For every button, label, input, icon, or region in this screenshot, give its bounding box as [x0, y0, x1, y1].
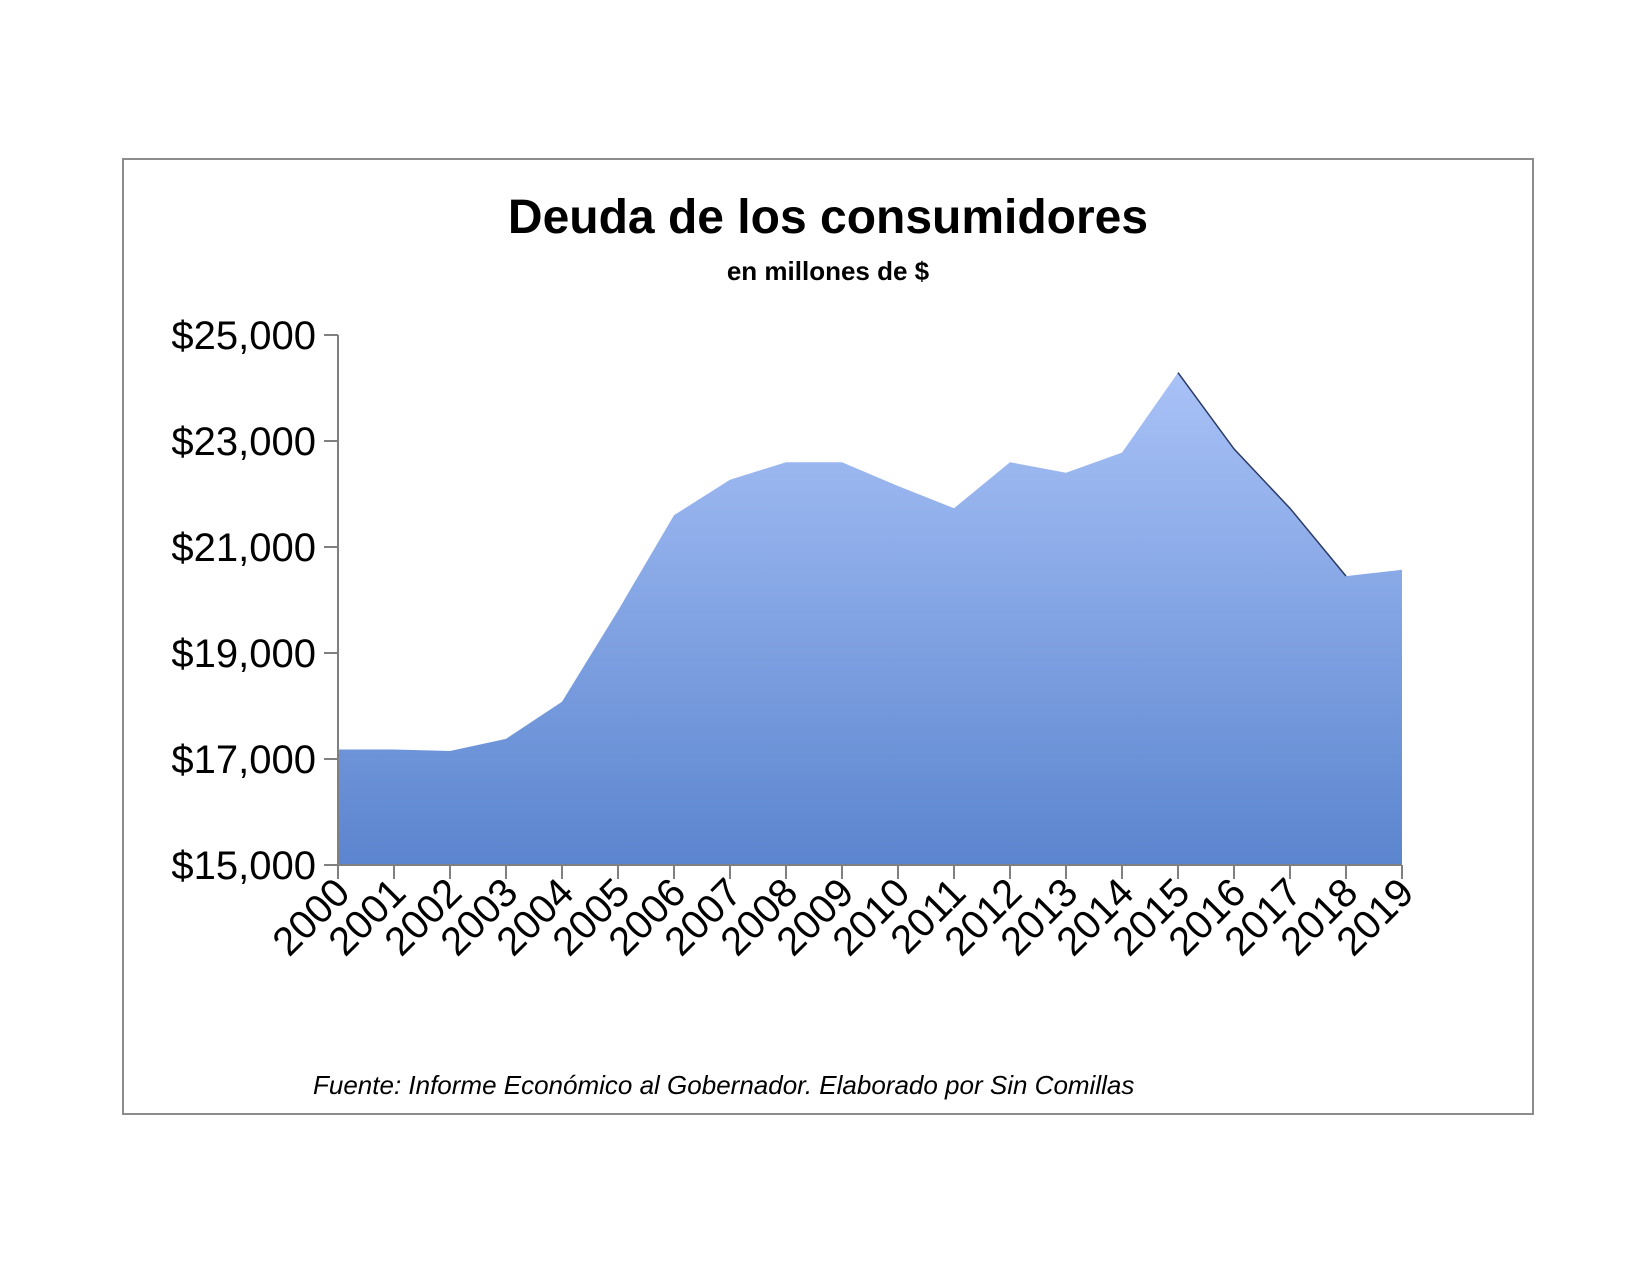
area-chart: $15,000 $17,000 $19,000 $21,000 $23,000 $25,0… [171, 314, 1422, 964]
y-tick-label: $25,000 [171, 314, 316, 358]
area-edge-line [1177, 372, 1347, 577]
y-tick-label: $19,000 [171, 632, 316, 676]
chart-frame: Deuda de los consumidores en millones de… [122, 158, 1534, 1115]
chart-title: Deuda de los consumidores [507, 191, 1149, 244]
y-tick-label: $23,000 [171, 420, 316, 464]
y-tick-label: $21,000 [171, 526, 316, 570]
y-tick-label: $15,000 [171, 844, 316, 888]
y-tick-label: $17,000 [171, 738, 316, 782]
chart-source-note: Fuente: Informe Económico al Gobernador.… [313, 1070, 1135, 1100]
chart-subtitle: en millones de $ [726, 256, 930, 286]
area-series [338, 372, 1402, 865]
